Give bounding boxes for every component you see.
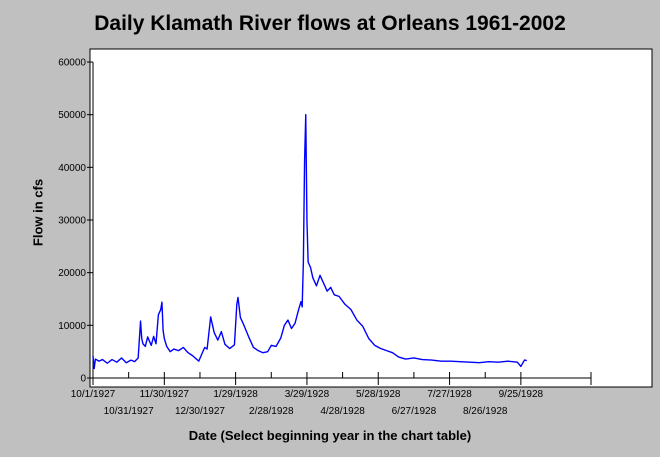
x-tick-label: 2/28/1928 <box>249 406 294 417</box>
x-tick-label: 7/27/1928 <box>427 389 472 400</box>
x-axis-label: Date (Select beginning year in the chart… <box>188 428 472 443</box>
y-tick-label: 60000 <box>58 58 86 69</box>
y-tick-label: 40000 <box>58 163 86 174</box>
x-tick-label: 6/27/1928 <box>392 406 437 417</box>
y-tick-label: 30000 <box>58 216 86 227</box>
y-tick-label: 0 <box>80 374 86 385</box>
x-tick-label: 4/28/1928 <box>320 406 365 417</box>
x-tick-label: 11/30/1927 <box>140 389 190 400</box>
chart-title: Daily Klamath River flows at Orleans 196… <box>94 12 566 35</box>
flow-series-line <box>92 113 527 370</box>
x-tick-label: 8/26/1928 <box>463 406 508 417</box>
x-tick-label: 12/30/1927 <box>175 406 225 417</box>
y-axis-label: Flow in cfs <box>30 178 46 247</box>
x-tick-label: 10/31/1927 <box>104 406 154 417</box>
x-tick-label: 1/29/1928 <box>213 389 258 400</box>
x-tick-label: 3/29/1928 <box>285 389 330 400</box>
plot-frame <box>89 48 653 388</box>
y-tick-label: 20000 <box>58 268 86 279</box>
y-tick-label: 10000 <box>58 321 86 332</box>
ticks-layer: 0 10000 20000 30000 40000 50000 60000 10/1/1927… <box>58 58 592 417</box>
x-tick-label: 10/1/1927 <box>71 389 116 400</box>
x-tick-label: 9/25/1928 <box>499 389 544 400</box>
y-tick-label: 50000 <box>58 110 86 121</box>
x-tick-label: 5/28/1928 <box>356 389 401 400</box>
